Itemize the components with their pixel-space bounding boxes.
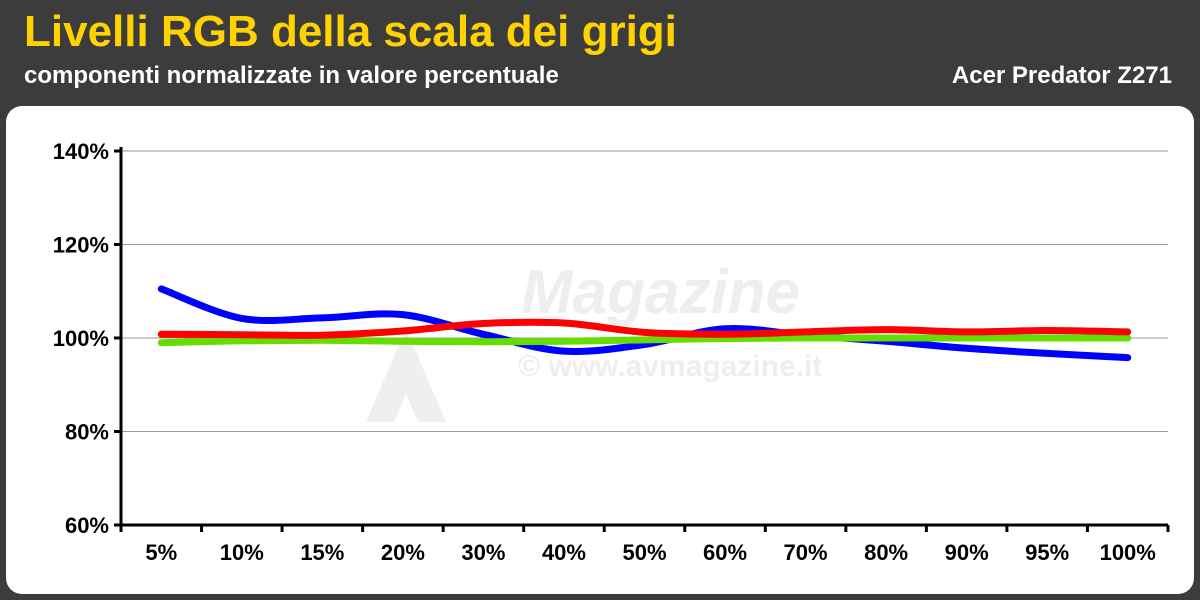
x-tick-label: 5%	[145, 540, 177, 565]
x-tick-label: 90%	[945, 540, 989, 565]
x-tick-label: 40%	[542, 540, 586, 565]
x-tick-label: 50%	[622, 540, 666, 565]
x-tick-labels: 5% 10% 15% 20% 30% 40% 50% 60% 70% 80% 90% 95% 100%	[145, 540, 1156, 565]
series-line-red	[157, 318, 1132, 339]
chart-subtitle: componenti normalizzate in valore percen…	[24, 62, 559, 89]
x-tick-label: 100%	[1100, 540, 1156, 565]
y-tick-label: 100%	[53, 326, 109, 351]
x-tick-label: 70%	[784, 540, 828, 565]
series-line-blue	[157, 285, 1132, 362]
series-lines	[157, 285, 1132, 362]
watermark: Magazine © www.avmagazine.it	[366, 258, 822, 422]
x-tick-label: 60%	[703, 540, 747, 565]
y-tick-label: 80%	[65, 420, 109, 445]
x-tick-label: 95%	[1025, 540, 1069, 565]
series-line-green	[157, 334, 1132, 347]
x-tick-label: 80%	[864, 540, 908, 565]
y-tick-labels: 60% 80% 100% 120% 140%	[53, 139, 109, 538]
line-chart: Magazine © www.avmagazine.it 60% 80% 100% 1…	[53, 139, 1170, 565]
x-tick-label: 30%	[461, 540, 505, 565]
device-name: Acer Predator Z271	[951, 62, 1172, 89]
chart-title: Livelli RGB della scala dei grigi	[24, 7, 677, 56]
chart-panel: Magazine © www.avmagazine.it 60% 80% 100% 1…	[6, 106, 1194, 594]
x-tick-label: 20%	[381, 540, 425, 565]
watermark-brand: Magazine	[521, 258, 800, 327]
header: Livelli RGB della scala dei grigi compon…	[0, 0, 1200, 104]
y-tick-label: 120%	[53, 233, 109, 258]
watermark-logo-shape	[366, 328, 446, 422]
x-tick-label: 15%	[300, 540, 344, 565]
watermark-url: © www.avmagazine.it	[518, 350, 822, 383]
x-tick-label: 10%	[220, 540, 264, 565]
y-tick-label: 140%	[53, 139, 109, 164]
axes	[114, 147, 1170, 532]
y-tick-label: 60%	[65, 513, 109, 538]
